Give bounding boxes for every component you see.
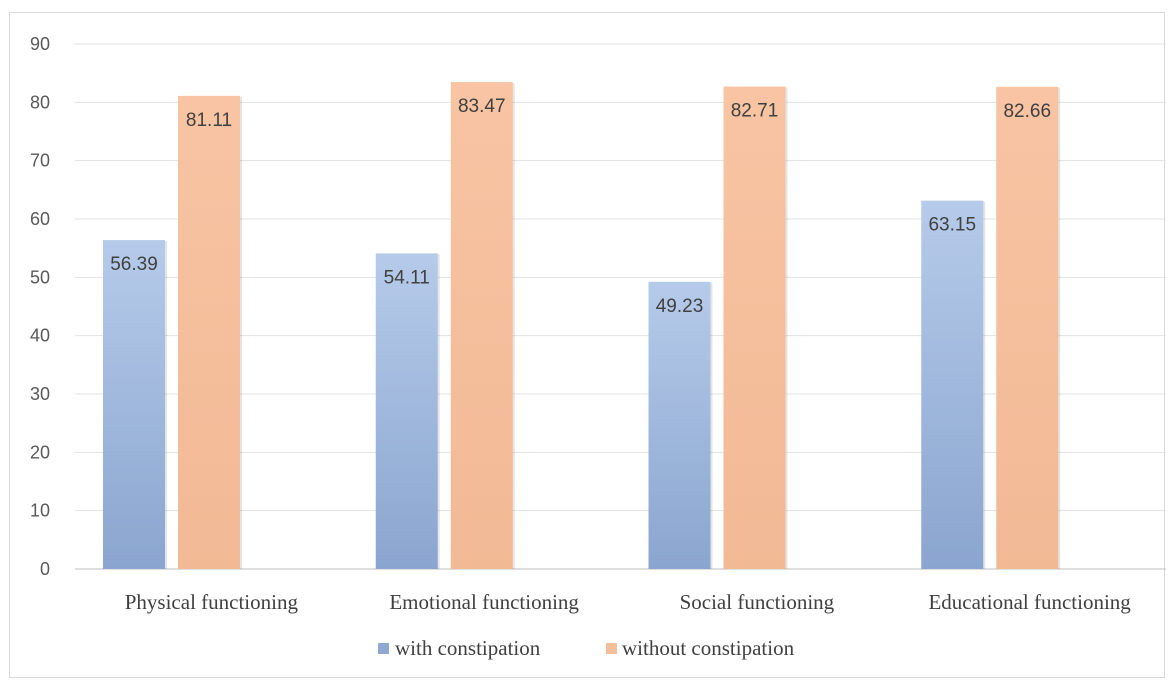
legend-label-without-constipation: without constipation [622, 636, 795, 660]
data-label: 81.11 [186, 110, 232, 131]
data-label: 49.23 [656, 296, 704, 317]
y-tick-label: 50 [30, 267, 50, 287]
x-tick-label: Educational functioning [928, 590, 1131, 614]
y-tick-label: 70 [30, 151, 50, 171]
y-tick-label: 20 [30, 442, 50, 462]
y-tick-label: 80 [30, 92, 50, 112]
bar-without-constipation-social-functioning [723, 86, 786, 570]
y-tick-label: 30 [30, 384, 50, 404]
bar-with-constipation-educational-functioning [921, 200, 984, 569]
x-tick-label: Emotional functioning [389, 590, 579, 614]
bar-without-constipation-educational-functioning [996, 86, 1059, 570]
data-label: 83.47 [458, 96, 506, 117]
x-axis-categories: Physical functioning Emotional functionin… [125, 590, 1132, 614]
bar-with-constipation-social-functioning [648, 281, 711, 569]
y-tick-label: 90 [30, 34, 50, 54]
legend-swatch-without-constipation [606, 643, 617, 654]
data-label: 56.39 [110, 254, 158, 275]
data-label: 54.11 [384, 267, 430, 288]
data-labels: 56.39 81.11 54.11 83.47 49.23 82.71 63.15 82.66 [110, 96, 1051, 317]
data-label: 63.15 [928, 215, 976, 236]
chart-container: 0 10 20 30 40 50 60 70 80 90 56.39 81.11 54.11 83.47… [9, 12, 1166, 678]
bar-with-constipation-emotional-functioning [375, 253, 438, 569]
y-tick-label: 60 [30, 209, 50, 229]
bar-without-constipation-physical-functioning [178, 95, 240, 569]
data-label: 82.66 [1003, 101, 1051, 122]
bar-chart: 0 10 20 30 40 50 60 70 80 90 56.39 81.11 54.11 83.47… [30, 34, 1166, 660]
bar-without-constipation-emotional-functioning [450, 82, 513, 569]
bar-with-constipation-physical-functioning [103, 240, 165, 569]
legend: with constipation without constipation [378, 636, 795, 660]
gridlines [75, 43, 1166, 570]
y-axis-ticks: 0 10 20 30 40 50 60 70 80 90 [30, 34, 50, 579]
bars [103, 82, 1061, 570]
x-tick-label: Social functioning [680, 590, 835, 614]
y-tick-label: 10 [30, 501, 50, 521]
legend-swatch-with-constipation [378, 643, 389, 654]
y-tick-label: 40 [30, 326, 50, 346]
legend-label-with-constipation: with constipation [395, 636, 541, 660]
y-tick-label: 0 [40, 559, 50, 579]
x-tick-label: Physical functioning [125, 590, 299, 614]
data-label: 82.71 [731, 101, 779, 122]
